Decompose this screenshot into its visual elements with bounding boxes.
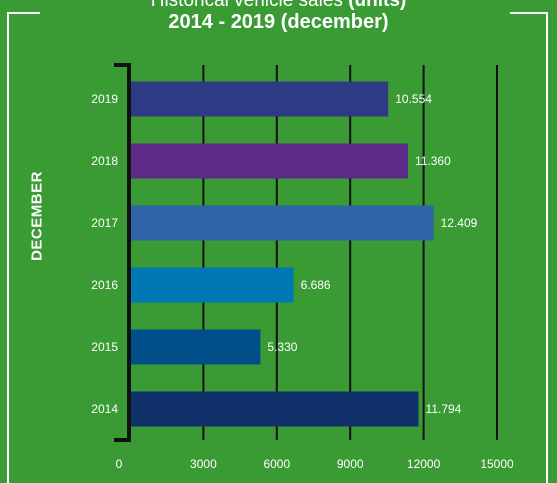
x-tick-label-6000: 6000 [263, 457, 290, 471]
bar-2015 [130, 329, 261, 365]
category-label-2016: 2016 [91, 278, 118, 292]
chart-subtitle: 2014 - 2019 (december) [168, 11, 389, 33]
bars [130, 81, 434, 427]
y-axis-bracket [114, 63, 131, 442]
chart-title-units: (units) [348, 0, 407, 11]
chart-title: Historical vehicle sales (units) [0, 0, 557, 11]
value-label-2016: 6.686 [301, 278, 331, 292]
value-label-2014: 11.794 [426, 402, 462, 416]
frame-right-border [510, 12, 548, 483]
bar-2019 [130, 81, 389, 117]
value-label-2015: 5.330 [267, 340, 297, 354]
value-label-2018: 11.360 [415, 154, 451, 168]
x-tick-label-12000: 12000 [407, 457, 441, 471]
grid-lines [202, 65, 498, 440]
x-tick-label-0: 0 [116, 457, 123, 471]
frame-left-border [7, 12, 40, 483]
x-tick-labels: 0 3000 6000 9000 12000 15000 [116, 457, 514, 471]
category-label-2015: 2015 [91, 340, 118, 354]
bar-2016 [130, 267, 294, 303]
bar-2018 [130, 143, 408, 179]
bar-2014 [130, 391, 419, 427]
category-label-2014: 2014 [91, 402, 118, 416]
category-label-2019: 2019 [91, 92, 118, 106]
value-labels: 10.554 11.360 12.409 6.686 5.330 11.794 [267, 92, 477, 416]
category-label-2017: 2017 [91, 216, 118, 230]
x-tick-label-15000: 15000 [480, 457, 514, 471]
chart-title-text: Historical vehicle sales [150, 0, 343, 11]
bar-2017 [130, 205, 434, 241]
x-tick-label-9000: 9000 [337, 457, 364, 471]
value-label-2019: 10.554 [395, 92, 432, 106]
value-label-2017: 12.409 [441, 216, 478, 230]
category-label-2018: 2018 [91, 154, 118, 168]
y-axis-label: DECEMBER [28, 171, 46, 261]
x-tick-label-3000: 3000 [190, 457, 217, 471]
category-labels: 2019 2018 2017 2016 2015 2014 [91, 92, 118, 416]
